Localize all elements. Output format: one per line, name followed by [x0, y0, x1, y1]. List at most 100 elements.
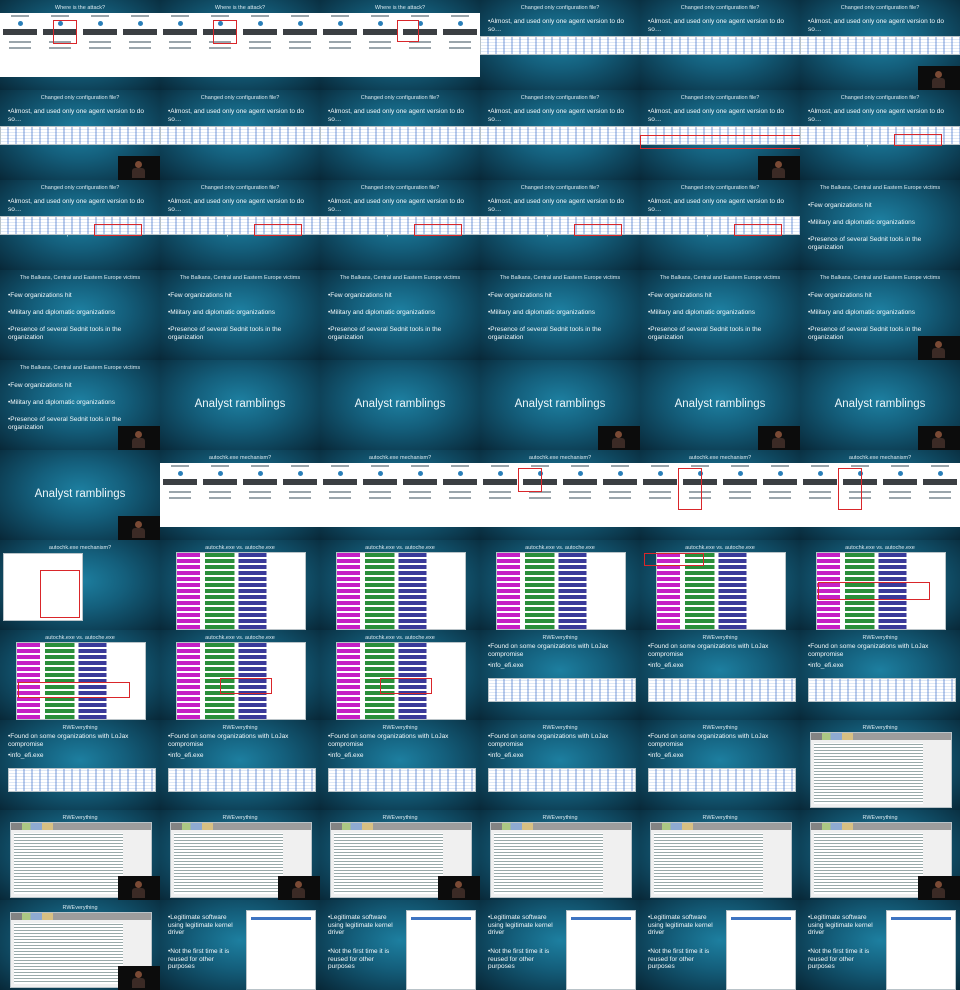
diagram-note: [329, 491, 351, 493]
slide-thumbnail[interactable]: autochk.exe vs. autoche.exe: [320, 540, 480, 630]
diagram-excerpt: [3, 553, 83, 621]
slide-thumbnail[interactable]: The Balkans, Central and Eastern Europe …: [320, 270, 480, 360]
diagram-note: [449, 497, 471, 499]
slide-thumbnail[interactable]: Analyst ramblings: [0, 450, 160, 540]
diagram-node-icon: [778, 471, 783, 476]
slide-thumbnail[interactable]: RWEverything •Found on some organizations…: [480, 720, 640, 810]
slide-title: RWEverything: [702, 635, 738, 641]
slide-thumbnail[interactable]: RWEverything: [0, 900, 160, 990]
driver-signature-dialog: [566, 910, 636, 990]
slide-thumbnail[interactable]: The Balkans, Central and Eastern Europe …: [640, 270, 800, 360]
slide-thumbnail[interactable]: RWEverything •Found on some organizations…: [640, 630, 800, 720]
slide-thumbnail[interactable]: Changed only configuration file? •Almost,…: [480, 0, 640, 90]
slide-thumbnail[interactable]: RWEverything •Found on some organizations…: [800, 630, 960, 720]
slide-thumbnail[interactable]: Where is the attack?: [0, 0, 160, 90]
diagram-note: [329, 497, 351, 499]
slide-thumbnail[interactable]: RWEverything: [0, 810, 160, 900]
slide-title: Changed only configuration file?: [680, 185, 760, 191]
slide-thumbnail[interactable]: RWEverything •Found on some organizations…: [0, 720, 160, 810]
slide-thumbnail[interactable]: autochk.exe mechanism?: [0, 540, 160, 630]
diagram-box: [363, 479, 397, 485]
slide-thumbnail[interactable]: Changed only configuration file? •Almost,…: [320, 90, 480, 180]
slide-thumbnail[interactable]: •Legitimate software using legitimate ke…: [480, 900, 640, 990]
slide-thumbnail[interactable]: autochk.exe mechanism?: [480, 450, 640, 540]
slide-thumbnail[interactable]: RWEverything •Found on some organizations…: [640, 720, 800, 810]
slide-thumbnail[interactable]: Changed only configuration file? •Almost,…: [800, 90, 960, 180]
slide-thumbnail[interactable]: The Balkans, Central and Eastern Europe …: [160, 270, 320, 360]
diagram-box: [83, 29, 117, 35]
slide-title: RWEverything: [62, 725, 98, 731]
slide-title: Changed only configuration file?: [520, 5, 600, 11]
slide-thumbnail[interactable]: The Balkans, Central and Eastern Europe …: [0, 270, 160, 360]
diagram-note: [249, 41, 271, 43]
slide-thumbnail[interactable]: RWEverything: [800, 810, 960, 900]
bullet-text: •Military and diplomatic organizations: [8, 309, 116, 316]
diagram-note: [649, 491, 671, 493]
section-heading: Analyst ramblings: [834, 398, 926, 410]
slide-thumbnail[interactable]: •Legitimate software using legitimate ke…: [160, 900, 320, 990]
slide-thumbnail[interactable]: Changed only configuration file? •Almost,…: [480, 90, 640, 180]
diagram-node-icon: [498, 471, 503, 476]
slide-thumbnail[interactable]: Analyst ramblings: [320, 360, 480, 450]
log-table-screenshot: [640, 36, 800, 55]
slide-thumbnail[interactable]: Changed only configuration file? •Almost,…: [800, 0, 960, 90]
slide-thumbnail[interactable]: RWEverything •Found on some organizations…: [160, 720, 320, 810]
slide-thumbnail[interactable]: RWEverything: [640, 810, 800, 900]
slide-thumbnail[interactable]: The Balkans, Central and Eastern Europe …: [480, 270, 640, 360]
diagram-note: [129, 47, 151, 49]
slide-thumbnail[interactable]: The Balkans, Central and Eastern Europe …: [0, 360, 160, 450]
slide-thumbnail[interactable]: Analyst ramblings: [640, 360, 800, 450]
diagram-note: [249, 497, 271, 499]
slide-thumbnail[interactable]: RWEverything: [320, 810, 480, 900]
slide-thumbnail[interactable]: Where is the attack?: [160, 0, 320, 90]
slide-thumbnail[interactable]: Changed only configuration file? •Almost,…: [480, 180, 640, 270]
diagram-note: [529, 497, 551, 499]
section-heading: Analyst ramblings: [354, 398, 446, 410]
diagram-box: [203, 479, 237, 485]
slide-thumbnail[interactable]: The Balkans, Central and Eastern Europe …: [800, 270, 960, 360]
slide-thumbnail[interactable]: autochk.exe vs. autoche.exe: [320, 630, 480, 720]
slide-thumbnail[interactable]: Analyst ramblings: [480, 360, 640, 450]
hex-dump-screenshot: [8, 768, 156, 792]
slide-thumbnail[interactable]: autochk.exe vs. autoche.exe: [160, 630, 320, 720]
slide-thumbnail[interactable]: RWEverything •Found on some organizations…: [480, 630, 640, 720]
slide-thumbnail[interactable]: autochk.exe vs. autoche.exe: [0, 630, 160, 720]
slide-thumbnail[interactable]: •Legitimate software using legitimate ke…: [800, 900, 960, 990]
slide-title: autochk.exe vs. autoche.exe: [365, 635, 435, 641]
slide-thumbnail[interactable]: autochk.exe vs. autoche.exe: [800, 540, 960, 630]
slide-thumbnail[interactable]: Changed only configuration file? •Almost,…: [0, 90, 160, 180]
slide-thumbnail[interactable]: Where is the attack?: [320, 0, 480, 90]
slide-thumbnail[interactable]: autochk.exe vs. autoche.exe: [640, 540, 800, 630]
slide-title: autochk.exe vs. autoche.exe: [205, 635, 275, 641]
slide-thumbnail[interactable]: autochk.exe mechanism?: [640, 450, 800, 540]
slide-thumbnail[interactable]: RWEverything: [800, 720, 960, 810]
slide-thumbnail[interactable]: Changed only configuration file? •Almost,…: [160, 90, 320, 180]
slide-thumbnail[interactable]: RWEverything: [480, 810, 640, 900]
slide-thumbnail[interactable]: autochk.exe mechanism?: [320, 450, 480, 540]
slide-thumbnail[interactable]: RWEverything •Found on some organizations…: [320, 720, 480, 810]
slide-thumbnail[interactable]: Changed only configuration file? •Almost,…: [640, 0, 800, 90]
slide-thumbnail[interactable]: Changed only configuration file? •Almost,…: [0, 180, 160, 270]
slide-thumbnail[interactable]: autochk.exe mechanism?: [800, 450, 960, 540]
diagram-caption: [771, 465, 789, 467]
hex-dump-screenshot: [328, 768, 476, 792]
process-diagram: [160, 463, 320, 527]
bullet-text: •info_efi.exe: [648, 752, 684, 759]
slide-thumbnail[interactable]: The Balkans, Central and Eastern Europe …: [800, 180, 960, 270]
slide-thumbnail[interactable]: Analyst ramblings: [160, 360, 320, 450]
slide-thumbnail[interactable]: autochk.exe vs. autoche.exe: [160, 540, 320, 630]
slide-thumbnail[interactable]: Analyst ramblings: [800, 360, 960, 450]
slide-title: The Balkans, Central and Eastern Europe …: [499, 275, 621, 281]
diagram-node-icon: [538, 471, 543, 476]
slide-thumbnail[interactable]: Changed only configuration file? •Almost,…: [640, 180, 800, 270]
slide-thumbnail[interactable]: autochk.exe vs. autoche.exe: [480, 540, 640, 630]
slide-thumbnail[interactable]: Changed only configuration file? •Almost,…: [160, 180, 320, 270]
slide-thumbnail[interactable]: Changed only configuration file? •Almost,…: [640, 90, 800, 180]
slide-thumbnail[interactable]: •Legitimate software using legitimate ke…: [320, 900, 480, 990]
slide-thumbnail[interactable]: •Legitimate software using legitimate ke…: [640, 900, 800, 990]
slide-thumbnail[interactable]: autochk.exe mechanism?: [160, 450, 320, 540]
diagram-caption: [131, 15, 149, 17]
slide-thumbnail[interactable]: RWEverything: [160, 810, 320, 900]
bullet-text: •Not the first time it is reused for oth…: [648, 948, 710, 970]
slide-thumbnail[interactable]: Changed only configuration file? •Almost,…: [320, 180, 480, 270]
